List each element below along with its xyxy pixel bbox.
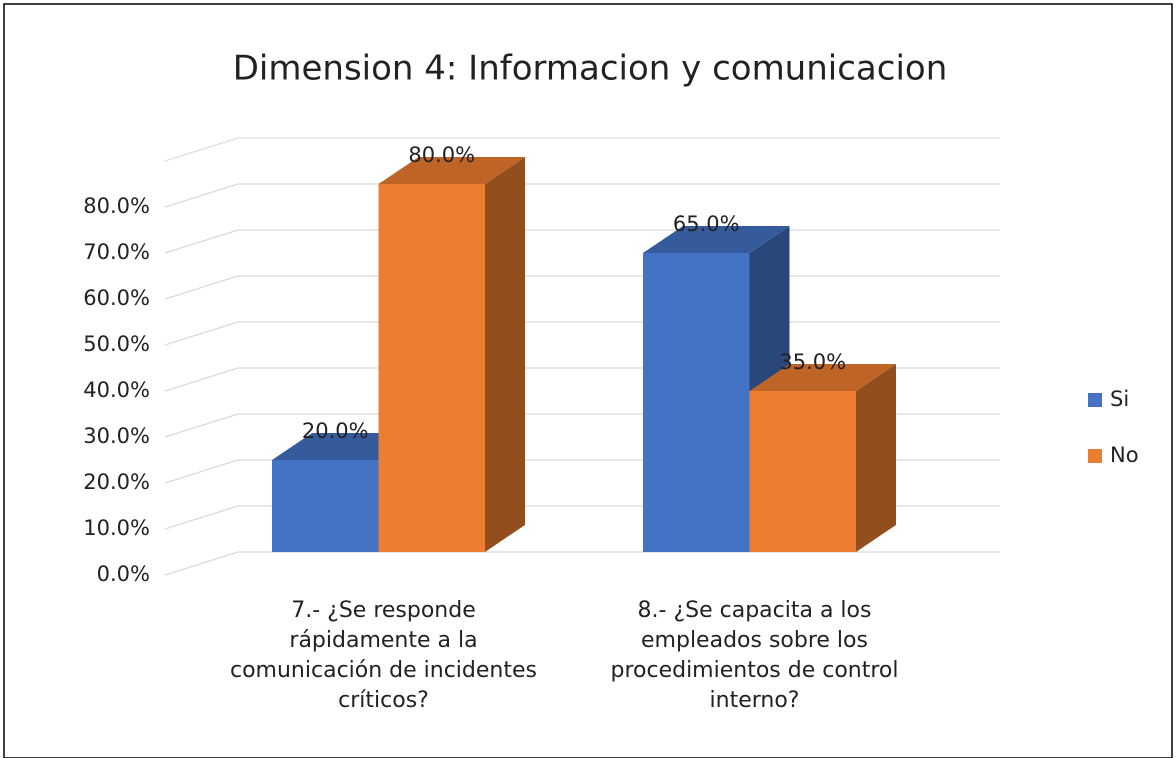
- bar: [643, 253, 750, 552]
- data-label: 65.0%: [673, 212, 740, 236]
- bar-side: [856, 364, 896, 552]
- grid-line: [164, 459, 239, 484]
- grid-line: [164, 183, 239, 208]
- grid-line: [164, 413, 239, 438]
- bar-top: [643, 226, 790, 253]
- grid-line: [164, 321, 239, 346]
- y-tick-label: 40.0%: [83, 378, 150, 402]
- legend-swatch: [1088, 449, 1102, 463]
- grid-line: [164, 505, 239, 530]
- data-label: 80.0%: [408, 143, 475, 167]
- data-label: 35.0%: [779, 350, 846, 374]
- y-tick-label: 80.0%: [83, 194, 150, 218]
- wall-edge: [164, 137, 239, 162]
- y-tick-label: 0.0%: [97, 562, 150, 586]
- bar: [749, 391, 856, 552]
- grid-line: [164, 551, 239, 576]
- y-tick-label: 20.0%: [83, 470, 150, 494]
- bar-top: [378, 157, 525, 184]
- y-tick-label: 60.0%: [83, 286, 150, 310]
- bar: [378, 184, 485, 552]
- legend-label: Si: [1110, 387, 1129, 411]
- chart-title: Dimension 4: Informacion y comunicacion: [233, 49, 948, 89]
- y-tick-label: 50.0%: [83, 332, 150, 356]
- legend-label: No: [1110, 443, 1139, 467]
- chart-border: [3, 3, 1173, 758]
- bar-top: [749, 364, 896, 391]
- bar-side: [485, 157, 525, 552]
- y-tick-label: 10.0%: [83, 516, 150, 540]
- grid-line: [164, 275, 239, 300]
- x-tick-label: 8.- ¿Se capacita a los empleados sobre l…: [610, 598, 899, 713]
- grid-line: [164, 367, 239, 392]
- grid-line: [164, 229, 239, 254]
- x-tick-label: 7.- ¿Se responde rápidamente a la comuni…: [230, 598, 537, 713]
- y-tick-label: 70.0%: [83, 240, 150, 264]
- bar: [272, 460, 379, 552]
- y-tick-label: 30.0%: [83, 424, 150, 448]
- data-label: 20.0%: [302, 419, 369, 443]
- legend-swatch: [1088, 393, 1102, 407]
